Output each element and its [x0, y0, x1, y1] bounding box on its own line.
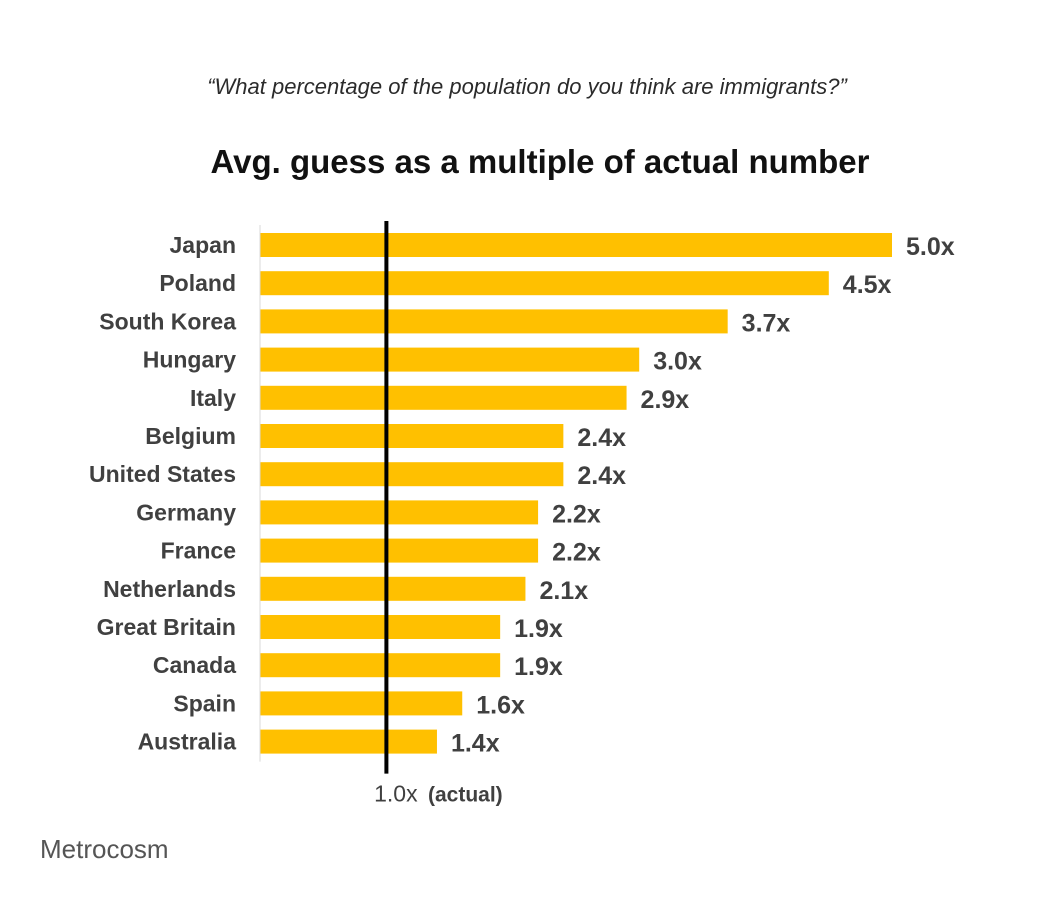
data-label: 3.7x	[742, 309, 791, 337]
bar-australia	[260, 729, 437, 754]
category-label: Netherlands	[103, 576, 236, 602]
data-label: 5.0x	[906, 233, 955, 261]
bar-france	[260, 538, 539, 563]
labels-group: Japan 5.0x Poland 4.5x South Korea 3.7x Hungar…	[89, 232, 955, 758]
reference-note-label: (actual)	[428, 784, 503, 807]
category-label: Italy	[190, 385, 236, 411]
bar-great-britain	[260, 615, 501, 639]
category-label: Germany	[136, 499, 236, 525]
category-label: Australia	[138, 729, 237, 755]
data-label: 1.9x	[514, 615, 563, 643]
category-label: Canada	[153, 652, 236, 678]
bar-canada	[260, 653, 501, 678]
bar-hungary	[260, 347, 640, 372]
bar-belgium	[260, 424, 564, 448]
source-credit: Metrocosm	[40, 834, 169, 864]
bar-italy	[260, 385, 627, 410]
category-label: South Korea	[99, 308, 236, 334]
reference-line-label: 1.0x (actual)	[374, 781, 503, 807]
bar-poland	[260, 271, 829, 296]
data-label: 1.9x	[514, 653, 563, 681]
data-label: 2.4x	[577, 424, 626, 452]
bars-group	[260, 233, 892, 754]
bar-united-states	[260, 462, 564, 487]
data-label: 2.2x	[552, 500, 601, 528]
data-label: 4.5x	[843, 271, 892, 299]
bar-south-korea	[260, 309, 728, 334]
category-label: Great Britain	[97, 614, 236, 640]
chart-subtitle: “What percentage of the population do yo…	[207, 74, 847, 99]
bar-japan	[260, 233, 892, 257]
category-label: Poland	[159, 270, 236, 296]
data-label: 1.6x	[476, 691, 525, 719]
data-label: 2.1x	[539, 577, 588, 605]
category-label: France	[161, 538, 236, 564]
data-label: 3.0x	[653, 348, 702, 376]
chart-title: Avg. guess as a multiple of actual numbe…	[210, 143, 870, 180]
category-label: Spain	[173, 690, 236, 716]
reference-value-label: 1.0x	[374, 781, 418, 807]
data-label: 2.4x	[577, 462, 626, 490]
data-label: 2.2x	[552, 539, 601, 567]
data-label: 2.9x	[641, 386, 690, 414]
data-label: 1.4x	[451, 730, 500, 758]
bar-spain	[260, 691, 463, 716]
bar-netherlands	[260, 576, 526, 601]
category-label: United States	[89, 461, 236, 487]
category-label: Japan	[170, 232, 236, 258]
category-label: Hungary	[143, 347, 237, 373]
bar-germany	[260, 500, 539, 525]
category-label: Belgium	[145, 423, 236, 449]
